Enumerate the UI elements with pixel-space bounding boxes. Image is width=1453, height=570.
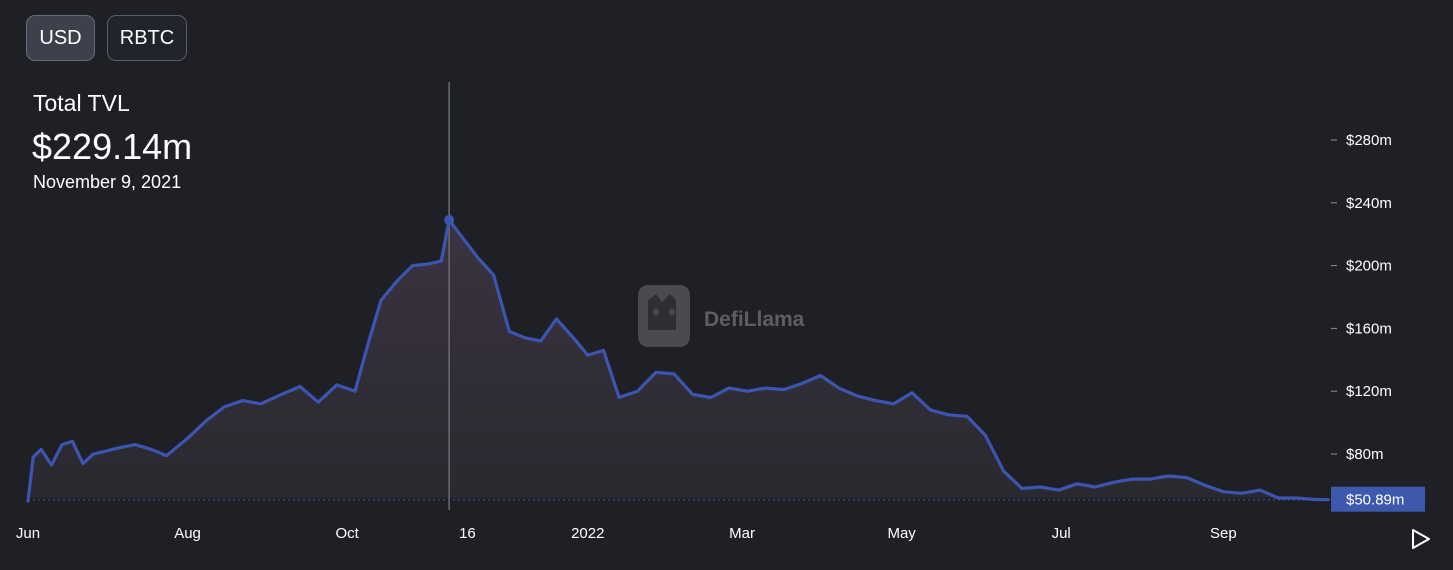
y-tick-label: $160m	[1346, 320, 1392, 337]
x-axis: Jun Aug Oct 16 2022 Mar May Jul Sep	[16, 525, 1237, 542]
tvl-series-line	[26, 218, 1330, 503]
last-value-tag: $50.89m	[1331, 486, 1425, 512]
x-tick-label: 16	[459, 525, 476, 542]
play-icon[interactable]	[1410, 528, 1432, 550]
defillama-watermark: DefiLlama	[638, 285, 805, 347]
x-tick-label: Jun	[16, 525, 40, 542]
y-tick-label: $120m	[1346, 383, 1392, 400]
x-tick-label: Aug	[174, 525, 201, 542]
tooltip-metric-value: $229.14m	[32, 126, 193, 167]
x-tick-label: Mar	[729, 525, 755, 542]
usd-toggle-button[interactable]: USD	[26, 15, 95, 61]
llama-logo-icon	[638, 285, 690, 347]
last-value-label: $50.89m	[1346, 492, 1404, 509]
x-tick-label: Sep	[1210, 525, 1237, 542]
x-tick-label: 2022	[571, 525, 604, 542]
x-tick-label: May	[887, 525, 916, 542]
crosshair-point	[444, 214, 455, 225]
last-value-tag-background	[1331, 486, 1425, 512]
y-tick-label: $240m	[1346, 195, 1392, 212]
rbtc-toggle-button[interactable]: RBTC	[107, 15, 187, 61]
tvl-area-fill	[28, 219, 1328, 502]
y-axis: $80m $120m $160m $200m $240m $280m	[1331, 132, 1392, 463]
tooltip-date: November 9, 2021	[33, 172, 182, 192]
x-tick-label: Jul	[1052, 525, 1071, 542]
y-tick-label: $280m	[1346, 132, 1392, 149]
tooltip-metric-label: Total TVL	[33, 90, 130, 116]
watermark-text: DefiLlama	[704, 308, 805, 331]
x-tick-label: Oct	[335, 525, 359, 542]
y-tick-label: $200m	[1346, 258, 1392, 275]
y-tick-label: $80m	[1346, 446, 1384, 463]
